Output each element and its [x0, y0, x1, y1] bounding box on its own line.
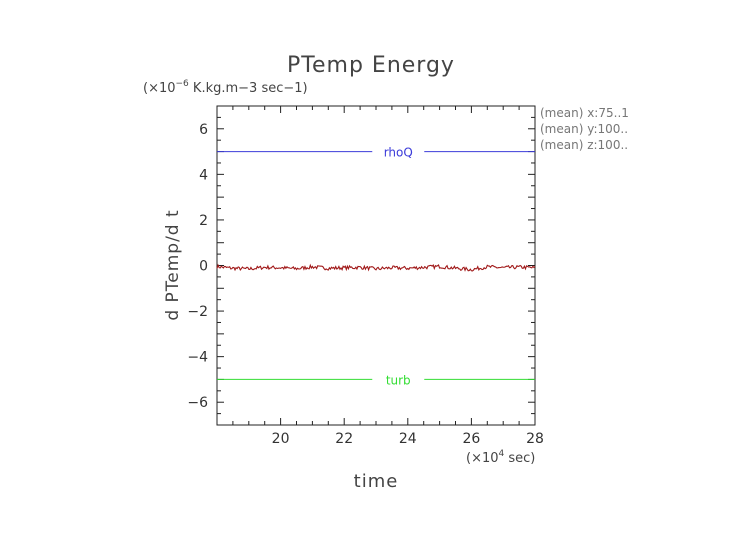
- y-tick-label: −2: [187, 304, 208, 320]
- x-tick-label: 24: [399, 431, 417, 447]
- annotation-mean-x: (mean) x:75..1: [540, 106, 629, 120]
- y-axis-label: d PTemp/d t: [163, 209, 183, 320]
- x-units-prefix: (×10: [466, 451, 499, 466]
- y-tick-label: 0: [199, 259, 208, 275]
- series-layer: rhoQ turb: [216, 146, 536, 387]
- x-tick-label: 22: [335, 431, 353, 447]
- series-label-turb: turb: [386, 373, 411, 387]
- y-tick-label: 4: [199, 167, 208, 183]
- y-units-exponent: −6: [176, 79, 190, 89]
- y-tick-label: −4: [187, 350, 208, 366]
- x-axis-label: time: [354, 471, 399, 492]
- y-tick-label: 6: [199, 122, 208, 138]
- x-tick-label: 28: [526, 431, 544, 447]
- x-units-suffix: sec): [504, 451, 535, 466]
- y-tick-label: −6: [187, 395, 208, 411]
- series-line-dptemp: [216, 263, 536, 272]
- y-tick-label: 2: [199, 213, 208, 229]
- x-tick-label: 20: [272, 431, 290, 447]
- series-label-rhoQ: rhoQ: [384, 146, 413, 160]
- y-units-prefix: (×10: [143, 81, 176, 96]
- y-units-suffix: K.kg.m−3 sec−1): [189, 81, 308, 96]
- x-tick-label: 26: [462, 431, 480, 447]
- x-units-exponent: 4: [499, 449, 505, 459]
- chart-title: PTemp Energy: [287, 53, 455, 78]
- annotation-mean-y: (mean) y:100..: [540, 122, 628, 136]
- x-units-label: (×104 sec): [466, 449, 535, 466]
- annotation-mean-z: (mean) z:100..: [540, 138, 628, 152]
- y-units-label: (×10−6 K.kg.m−3 sec−1): [143, 79, 308, 96]
